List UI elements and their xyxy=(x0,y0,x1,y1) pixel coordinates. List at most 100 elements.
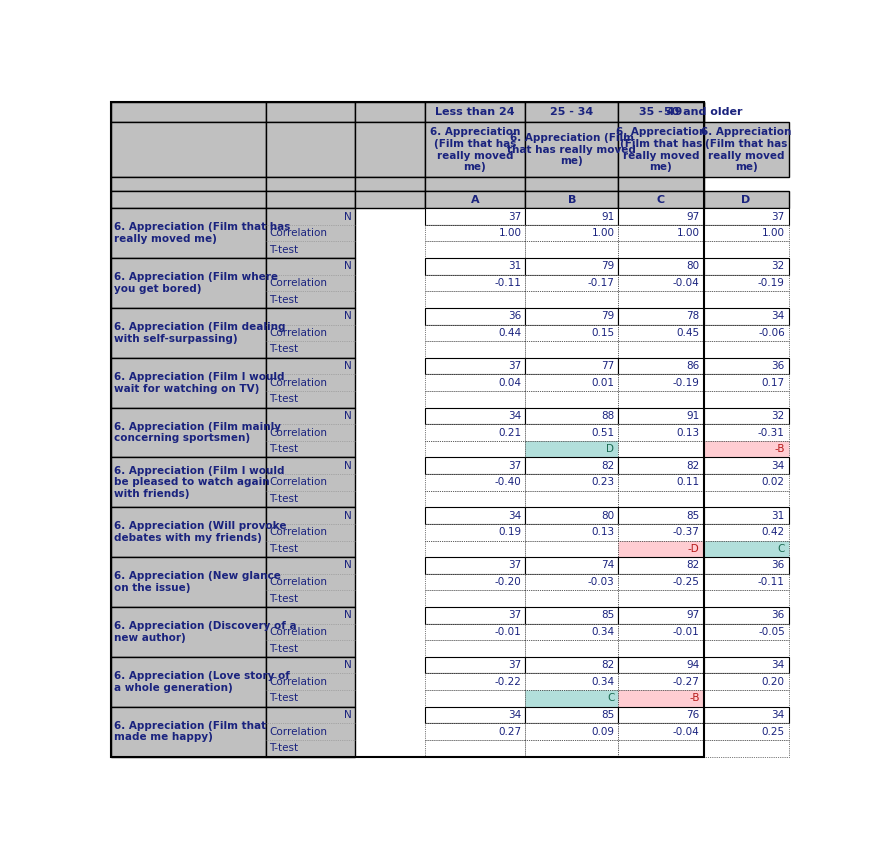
Bar xyxy=(425,341,526,358)
Bar xyxy=(526,524,619,541)
Bar xyxy=(619,191,704,208)
Bar xyxy=(526,102,619,122)
Bar xyxy=(526,624,619,640)
Text: T-test: T-test xyxy=(270,344,298,354)
Text: 85: 85 xyxy=(601,710,614,720)
Text: 36: 36 xyxy=(772,361,785,371)
Bar xyxy=(111,457,266,507)
Text: C: C xyxy=(778,544,785,554)
Bar xyxy=(704,424,789,441)
Bar xyxy=(619,391,704,408)
Text: 35 - 49: 35 - 49 xyxy=(639,107,682,117)
Bar xyxy=(704,292,789,308)
Bar xyxy=(425,457,526,474)
Bar xyxy=(619,275,704,292)
Bar xyxy=(425,524,526,541)
Text: 31: 31 xyxy=(508,262,521,271)
Bar xyxy=(619,524,704,541)
Bar xyxy=(704,441,789,457)
Text: 6. Appreciation (Will provoke
debates with my friends): 6. Appreciation (Will provoke debates wi… xyxy=(114,521,287,543)
Bar xyxy=(111,191,266,208)
Bar xyxy=(266,208,355,258)
Text: 0.19: 0.19 xyxy=(498,527,521,537)
Text: -0.40: -0.40 xyxy=(495,478,521,487)
Bar xyxy=(704,308,789,325)
Bar xyxy=(526,341,619,358)
Text: N: N xyxy=(344,361,351,371)
Bar xyxy=(425,292,526,308)
Text: 6. Appreciation (Love story of
a whole generation): 6. Appreciation (Love story of a whole g… xyxy=(114,671,290,693)
Bar xyxy=(619,740,704,756)
Text: -0.19: -0.19 xyxy=(758,278,785,288)
Text: Correlation: Correlation xyxy=(270,328,327,337)
Text: A: A xyxy=(471,195,479,205)
Text: T-test: T-test xyxy=(270,394,298,405)
Bar xyxy=(526,191,619,208)
Text: -D: -D xyxy=(688,544,700,554)
Bar xyxy=(704,524,789,541)
Text: 25 - 34: 25 - 34 xyxy=(550,107,593,117)
Text: 82: 82 xyxy=(601,461,614,471)
Bar xyxy=(266,507,355,557)
Text: 0.20: 0.20 xyxy=(762,677,785,687)
Bar xyxy=(111,102,266,122)
Bar xyxy=(704,574,789,591)
Bar xyxy=(425,424,526,441)
Text: Correlation: Correlation xyxy=(270,527,327,537)
Bar xyxy=(425,225,526,241)
Text: 0.34: 0.34 xyxy=(591,627,614,637)
Bar xyxy=(704,122,789,178)
Bar xyxy=(266,557,355,607)
Bar xyxy=(355,178,425,191)
Text: -0.19: -0.19 xyxy=(673,377,700,388)
Bar xyxy=(619,424,704,441)
Bar xyxy=(425,690,526,706)
Bar xyxy=(526,541,619,557)
Bar xyxy=(704,640,789,657)
Bar xyxy=(526,557,619,574)
Text: 6. Appreciation (Film where
you get bored): 6. Appreciation (Film where you get bore… xyxy=(114,272,279,294)
Bar xyxy=(704,591,789,607)
Bar xyxy=(425,122,526,178)
Bar xyxy=(704,225,789,241)
Bar xyxy=(704,541,789,557)
Bar xyxy=(526,292,619,308)
Text: 1.00: 1.00 xyxy=(762,228,785,238)
Text: Correlation: Correlation xyxy=(270,727,327,737)
Bar xyxy=(266,408,355,457)
Bar xyxy=(704,275,789,292)
Text: -B: -B xyxy=(689,694,700,703)
Text: -0.01: -0.01 xyxy=(673,627,700,637)
Bar xyxy=(704,657,789,673)
Text: 1.00: 1.00 xyxy=(677,228,700,238)
Text: T-test: T-test xyxy=(270,544,298,554)
Bar xyxy=(266,308,355,358)
Bar xyxy=(111,607,266,657)
Text: 37: 37 xyxy=(508,212,521,222)
Text: 97: 97 xyxy=(687,212,700,222)
Bar xyxy=(704,191,789,208)
Text: 37: 37 xyxy=(508,461,521,471)
Text: 6. Appreciation (New glance
on the issue): 6. Appreciation (New glance on the issue… xyxy=(114,571,281,592)
Bar xyxy=(425,275,526,292)
Text: Less than 24: Less than 24 xyxy=(435,107,515,117)
Bar xyxy=(619,258,704,275)
Bar xyxy=(526,225,619,241)
Bar xyxy=(425,102,526,122)
Bar xyxy=(425,374,526,391)
Text: 37: 37 xyxy=(508,361,521,371)
Bar xyxy=(526,690,619,706)
Text: 80: 80 xyxy=(687,262,700,271)
Text: -0.17: -0.17 xyxy=(588,278,614,288)
Bar xyxy=(526,122,619,178)
Text: 79: 79 xyxy=(601,311,614,321)
Bar xyxy=(425,591,526,607)
Text: -0.04: -0.04 xyxy=(673,727,700,737)
Text: -0.01: -0.01 xyxy=(495,627,521,637)
Text: 94: 94 xyxy=(687,660,700,670)
Text: 0.04: 0.04 xyxy=(498,377,521,388)
Text: T-test: T-test xyxy=(270,694,298,703)
Bar xyxy=(266,457,355,507)
Text: 37: 37 xyxy=(508,560,521,570)
Bar xyxy=(111,408,266,457)
